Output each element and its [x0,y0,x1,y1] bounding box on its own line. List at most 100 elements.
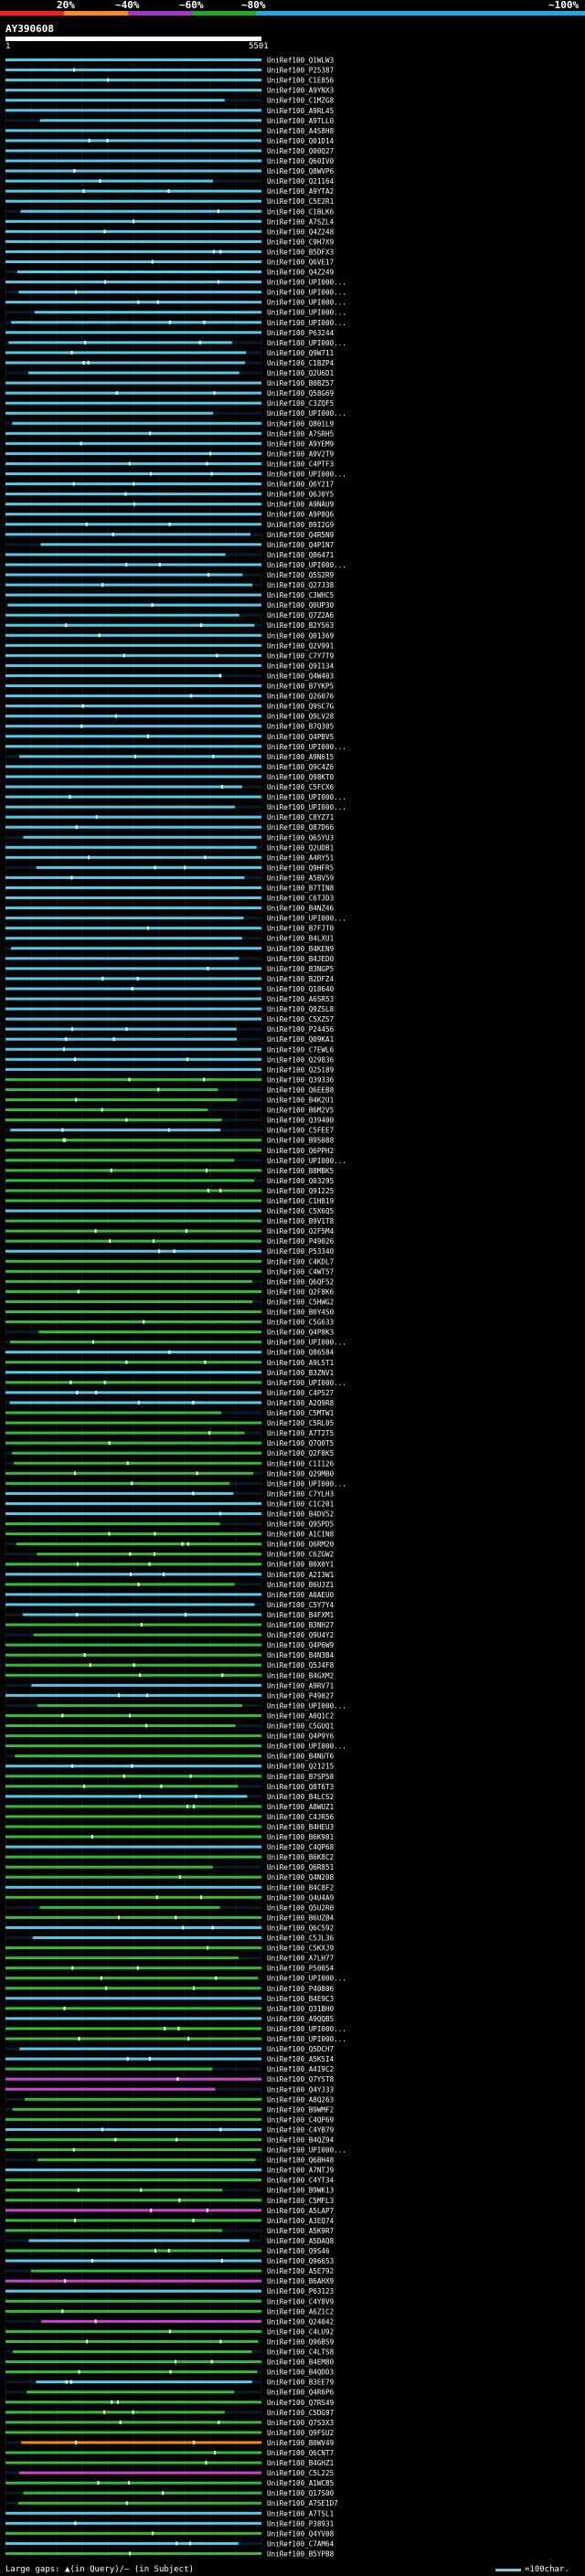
hit-label[interactable]: UniRef100_A5K9R7 [267,2227,334,2235]
hit-label[interactable]: UniRef100_C1MZG8 [267,97,335,105]
hit-label[interactable]: UniRef100_Q29836 [267,1055,335,1064]
hit-label[interactable]: UniRef100_A6SR53 [267,995,334,1003]
hit-label[interactable]: UniRef100_B4E9C3 [267,1995,334,2003]
hit-label[interactable]: UniRef100_Q25189 [267,1065,335,1074]
hit-label[interactable]: UniRef100_Q4Z248 [267,228,335,236]
hit-label[interactable]: UniRef100_A6Z1C2 [267,2307,334,2316]
hit-label[interactable]: UniRef100_C5GUQ1 [267,1723,335,1731]
hit-label[interactable]: UniRef100_C1BZP4 [267,359,335,367]
hit-label[interactable]: UniRef100_Q87D66 [267,823,335,832]
hit-label[interactable]: UniRef100_Q09KA1 [267,1035,335,1044]
hit-label[interactable]: UniRef100_Q5S2R9 [267,571,335,579]
hit-label[interactable]: UniRef100_P50054 [267,1965,335,1973]
hit-label[interactable]: UniRef100_Q2UDB1 [267,843,335,852]
hit-label[interactable]: UniRef100_Q2F8K5 [267,1449,334,1458]
hit-label[interactable]: UniRef100_C1C201 [267,1500,335,1508]
hit-label[interactable]: UniRef100_Q4PBV5 [267,733,334,741]
hit-label[interactable]: UniRef100_Q4YJ33 [267,2085,334,2094]
hit-label[interactable]: UniRef100_Q4W403 [267,672,334,680]
hit-label[interactable]: UniRef100_A9YEM9 [267,440,335,448]
hit-label[interactable]: UniRef100_B9WK13 [267,2187,334,2195]
hit-label[interactable]: UniRef100_A9L5T1 [267,1359,335,1367]
hit-label[interactable]: UniRef100_B0WV49 [267,2439,335,2447]
hit-label[interactable]: UniRef100_A4I9C2 [267,2065,334,2073]
hit-label[interactable]: UniRef100_C4WT57 [267,1267,334,1276]
hit-label[interactable]: UniRef100_Q4N208 [267,1873,335,1882]
hit-label[interactable]: UniRef100_Q4YV08 [267,2529,335,2538]
hit-label[interactable]: UniRef100_B4HEU3 [267,1823,334,1831]
hit-label[interactable]: UniRef100_B7Q305 [267,723,334,731]
hit-label[interactable]: UniRef100_Q03295 [267,1177,334,1185]
hit-label[interactable]: UniRef100_Q86584 [267,1349,335,1357]
hit-label[interactable]: UniRef100_Q6PPH2 [267,1147,334,1155]
hit-label[interactable]: UniRef100_Q9S46 [267,2247,330,2255]
hit-label[interactable]: UniRef100_A9YNX3 [267,87,334,95]
hit-label[interactable]: UniRef100_Q6C592 [267,1924,334,1932]
hit-label[interactable]: UniRef100_C4PS27 [267,1389,334,1397]
hit-label[interactable]: UniRef100_B3NGP5 [267,965,334,973]
hit-label[interactable]: UniRef100_B6AHX9 [267,2277,335,2285]
hit-label[interactable]: UniRef100_A5LAP7 [267,2207,334,2215]
hit-label[interactable]: UniRef100_B2YS63 [267,621,334,630]
hit-label[interactable]: UniRef100_UPI000... [267,409,346,418]
hit-label[interactable]: UniRef100_Q17S00 [267,2489,335,2497]
hit-label[interactable]: UniRef100_Q65YU3 [267,833,334,842]
hit-label[interactable]: UniRef100_C5FCX6 [267,783,335,791]
hit-label[interactable]: UniRef100_C5MFL3 [267,2197,334,2205]
hit-label[interactable]: UniRef100_Q2F5M4 [267,1227,335,1235]
hit-label[interactable]: UniRef100_A7LH77 [267,1955,334,1963]
hit-label[interactable]: UniRef100_B5DFX3 [267,248,334,256]
hit-label[interactable]: UniRef100_B7YKP5 [267,683,334,691]
hit-label[interactable]: UniRef100_Q4Z249 [267,269,335,277]
hit-label[interactable]: UniRef100_B6UJZ1 [267,1581,335,1589]
hit-label[interactable]: UniRef100_Q6EEB8 [267,1086,335,1094]
hit-label[interactable]: UniRef100_P53340 [267,1247,335,1256]
hit-label[interactable]: UniRef100_B4LXU1 [267,935,335,943]
hit-label[interactable]: UniRef100_Q18640 [267,985,335,993]
hit-label[interactable]: UniRef100_P63244 [267,329,335,337]
hit-label[interactable]: UniRef100_B4LCS2 [267,1793,334,1801]
hit-label[interactable]: UniRef100_Q4P8K3 [267,1329,334,1337]
hit-label[interactable]: UniRef100_C1E856 [267,77,335,85]
hit-label[interactable]: UniRef100_C4LTS8 [267,2348,335,2357]
hit-label[interactable]: UniRef100_C7Y7T9 [267,652,335,660]
hit-label[interactable]: UniRef100_Q27J38 [267,581,335,589]
hit-label[interactable]: UniRef100_P38931 [267,2519,335,2528]
hit-label[interactable]: UniRef100_B7TIN8 [267,884,335,892]
hit-label[interactable]: UniRef100_A2I3W1 [267,1571,335,1579]
hit-label[interactable]: UniRef100_Q6RM20 [267,1541,335,1549]
hit-label[interactable]: UniRef100_Q01D14 [267,137,335,145]
hit-label[interactable]: UniRef100_Q91225 [267,1187,334,1195]
hit-label[interactable]: UniRef100_Q98KT0 [267,773,335,781]
hit-label[interactable]: UniRef100_Q21215 [267,1763,334,1771]
hit-label[interactable]: UniRef100_C5XZS7 [267,1015,334,1023]
hit-label[interactable]: UniRef100_Q2F8K6 [267,1288,335,1296]
hit-label[interactable]: UniRef100_B6M2V5 [267,1107,334,1115]
hit-label[interactable]: UniRef100_B7FJT0 [267,925,335,933]
hit-label[interactable]: UniRef100_B4DV52 [267,1510,334,1518]
hit-label[interactable]: UniRef100_C4YT34 [267,2177,335,2185]
hit-label[interactable]: UniRef100_A9N615 [267,753,334,761]
hit-label[interactable]: UniRef100_C1BLK6 [267,207,335,216]
hit-label[interactable]: UniRef100_A7NTJ9 [267,2167,335,2175]
hit-label[interactable]: UniRef100_UPI000... [267,793,346,801]
hit-label[interactable]: UniRef100_Q58G69 [267,389,335,398]
hit-label[interactable]: UniRef100_Q6CNT7 [267,2449,334,2457]
hit-label[interactable]: UniRef100_A9P8Q6 [267,511,335,519]
hit-label[interactable]: UniRef100_A2Q9R8 [267,1399,335,1407]
hit-label[interactable]: UniRef100_B4QZ94 [267,2136,335,2144]
hit-label[interactable]: UniRef100_UPI000... [267,2035,346,2043]
hit-label[interactable]: UniRef100_Q8WVP6 [267,167,335,175]
hit-label[interactable]: UniRef100_Q00Q27 [267,147,334,155]
hit-label[interactable]: UniRef100_Q9I134 [267,662,335,670]
hit-label[interactable]: UniRef100_UPI000... [267,743,346,751]
hit-label[interactable]: UniRef100_P25387 [267,67,334,75]
hit-label[interactable]: UniRef100_Q01369 [267,631,335,640]
hit-label[interactable]: UniRef100_Q8T6T3 [267,1783,334,1791]
hit-label[interactable]: UniRef100_A5BV59 [267,874,335,882]
hit-label[interactable]: UniRef100_B4NUT6 [267,1753,335,1761]
hit-label[interactable]: UniRef100_B4N3B4 [267,1651,335,1659]
hit-label[interactable]: UniRef100_Q96653 [267,2257,334,2265]
hit-label[interactable]: UniRef100_Q4U4A9 [267,1893,335,1902]
hit-label[interactable]: UniRef100_A7SE1D7 [267,2499,338,2507]
